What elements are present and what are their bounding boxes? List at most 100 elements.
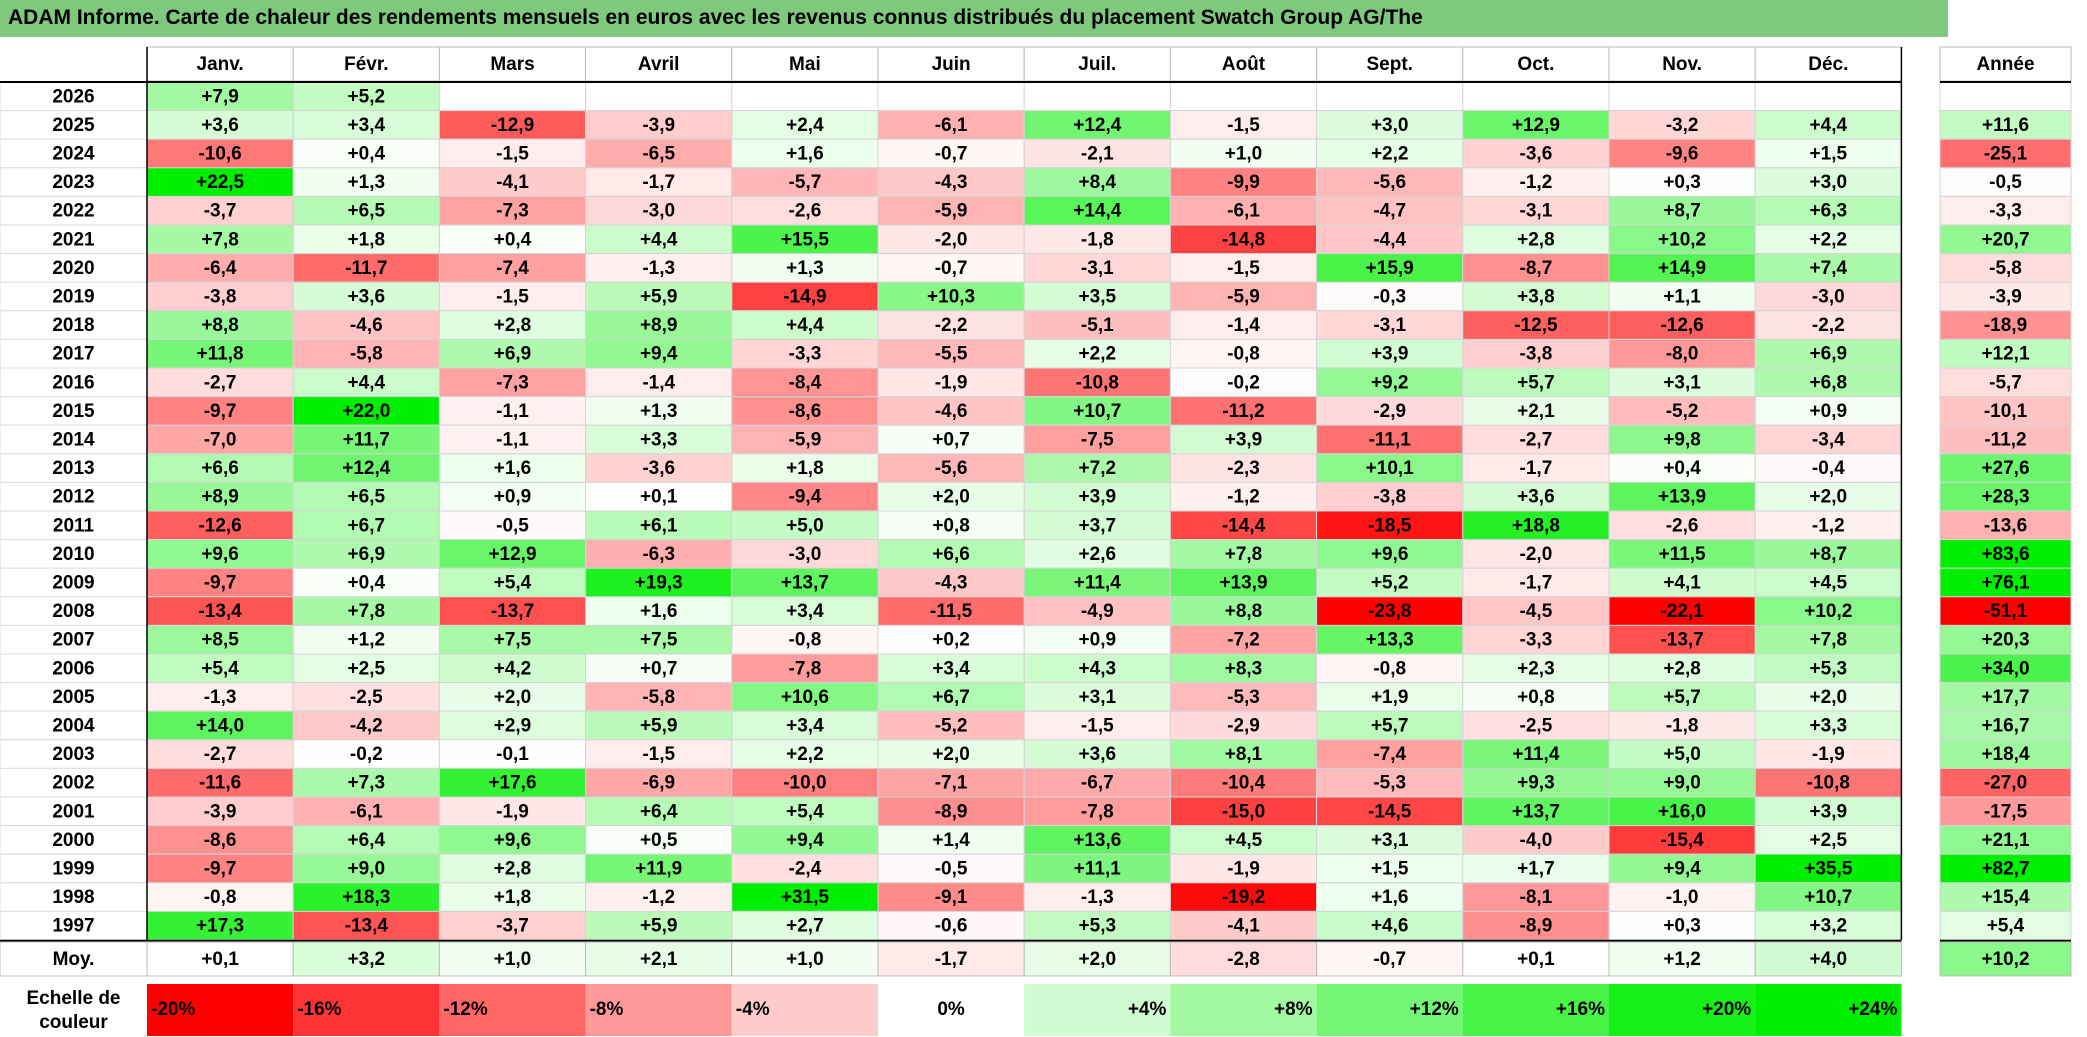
column-header-label: Août (1222, 54, 1266, 75)
heatmap-cell (1169, 710, 1318, 741)
heatmap-cell (1316, 281, 1464, 312)
heatmap-cell (146, 310, 294, 340)
heatmap-cell (438, 138, 587, 169)
heatmap-cell-value: +18,8 (1512, 515, 1560, 536)
heatmap-cell (292, 81, 440, 112)
heatmap-cell-value: +1,3 (348, 172, 386, 193)
year-cell (0, 796, 148, 827)
heatmap-cell-value: -9,9 (1227, 172, 1260, 193)
year-cell (0, 424, 148, 455)
annual-cell (1939, 567, 2072, 598)
heatmap-cell-value: +6,1 (640, 515, 678, 536)
heatmap-cell (1608, 396, 1756, 426)
heatmap-cell-value: +2,9 (494, 716, 532, 737)
heatmap-cell (731, 682, 879, 712)
average-cell-value: +1,0 (786, 949, 824, 970)
annual-cell (1939, 739, 2072, 769)
heatmap-cell-value: +5,2 (348, 86, 386, 107)
heatmap-cell-value: -0,5 (935, 859, 968, 880)
heatmap-cell-value: +9,6 (494, 830, 532, 851)
annual-cell-value: -5,8 (1989, 258, 2022, 279)
heatmap-cell-value: +2,0 (932, 744, 970, 765)
heatmap-cell (1608, 481, 1756, 512)
heatmap-cell (1754, 510, 1902, 541)
heatmap-cell-value: +3,0 (1810, 172, 1848, 193)
average-cell (1462, 941, 1610, 977)
heatmap-cell-value: -2,2 (1812, 315, 1845, 336)
heatmap-cell-value: +5,0 (1663, 744, 1701, 765)
heatmap-cell-value: -1,5 (496, 144, 529, 165)
heatmap-cell-value: -6,4 (204, 258, 237, 279)
heatmap-cell (585, 138, 733, 169)
heatmap-cell-value: +3,9 (1079, 487, 1117, 508)
heatmap-cell-value: +1,0 (1225, 144, 1263, 165)
heatmap-cell-value: +13,6 (1073, 830, 1121, 851)
heatmap-cell (585, 310, 733, 340)
heatmap-cell (1608, 195, 1756, 226)
heatmap-cell (1023, 624, 1171, 655)
heatmap-cell (731, 882, 879, 912)
heatmap-cell-value: +7,2 (1079, 458, 1117, 479)
year-cell (0, 539, 148, 569)
heatmap-cell (1462, 396, 1610, 426)
heatmap-cell-value: -0,8 (789, 630, 822, 651)
heatmap-cell (1462, 682, 1610, 712)
heatmap-cell (1608, 81, 1756, 112)
heatmap-cell (877, 453, 1025, 483)
heatmap-cell (292, 682, 440, 712)
year-label: 2022 (52, 201, 94, 222)
heatmap-cell (1608, 338, 1756, 369)
annual-cell-value: -17,5 (1984, 801, 2028, 822)
heatmap-cell-value: +7,8 (201, 229, 239, 250)
heatmap-cell (292, 396, 440, 426)
heatmap-cell-value: -1,1 (496, 430, 529, 451)
heatmap-cell-value: +8,7 (1663, 201, 1701, 222)
heatmap-cell (146, 195, 294, 226)
heatmap-cell-value: -0,5 (496, 515, 529, 536)
average-cell-value: -0,7 (1373, 949, 1406, 970)
column-header-cell (146, 46, 294, 82)
heatmap-cell-value: +8,7 (1810, 544, 1848, 565)
annual-cell (1939, 253, 2072, 283)
average-cell (1316, 941, 1464, 977)
average-cell-value: +2,0 (1079, 949, 1117, 970)
annual-cell-value: -3,9 (1989, 287, 2022, 308)
column-header-cell (1608, 46, 1756, 82)
heatmap-cell-value: +13,7 (781, 573, 829, 594)
heatmap-cell-value: -2,0 (1520, 544, 1553, 565)
heatmap-cell (438, 224, 587, 255)
heatmap-cell-value: +6,5 (348, 201, 386, 222)
heatmap-cell-value: +3,1 (1079, 687, 1117, 708)
heatmap-cell-value: -1,9 (496, 801, 529, 822)
heatmap-cell-value: +14,0 (196, 716, 244, 737)
average-label-cell (0, 941, 148, 977)
annual-cell-value: -10,1 (1984, 401, 2028, 422)
heatmap-cell (731, 338, 879, 369)
heatmap-cell (1023, 424, 1171, 455)
heatmap-cell (1169, 424, 1318, 455)
heatmap-cell-value: -2,1 (1081, 144, 1114, 165)
scale-swatch-label: -4% (736, 999, 770, 1020)
heatmap-cell-value: +0,3 (1663, 916, 1701, 937)
heatmap-cell-value: -1,5 (496, 287, 529, 308)
heatmap-cell-value: -2,5 (350, 687, 383, 708)
scale-swatch-label: +12% (1410, 999, 1459, 1020)
scale-swatch-label: -12% (443, 999, 487, 1020)
heatmap-cell (877, 624, 1025, 655)
heatmap-cell (877, 81, 1025, 112)
heatmap-cell-value: +1,3 (640, 401, 678, 422)
heatmap-cell-value: +3,0 (1371, 115, 1409, 136)
annual-cell (1939, 825, 2072, 855)
heatmap-cell-value: -1,5 (1081, 716, 1114, 737)
heatmap-cell-value: -7,1 (935, 773, 968, 794)
heatmap-cell-value: +10,7 (1804, 887, 1852, 908)
heatmap-cell-value: -12,5 (1514, 315, 1558, 336)
heatmap-cell-value: +22,0 (342, 401, 390, 422)
scale-swatch (1316, 984, 1463, 1036)
heatmap-cell (1169, 195, 1318, 226)
heatmap-cell-value: -6,1 (1227, 201, 1260, 222)
heatmap-cell-value: -1,9 (1227, 859, 1260, 880)
heatmap-cell-value: +3,4 (786, 716, 824, 737)
heatmap-cell-value: -4,3 (935, 172, 968, 193)
year-cell (0, 224, 148, 255)
